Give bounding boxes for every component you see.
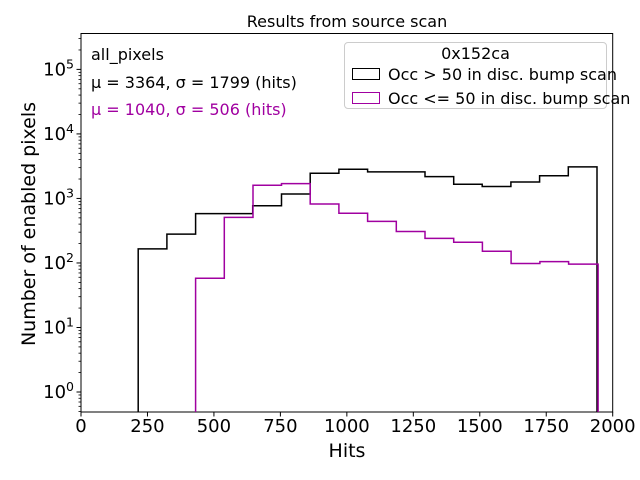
legend-label-occ-low: Occ <= 50 in disc. bump scan (388, 88, 631, 108)
svg-text:250: 250 (130, 416, 164, 437)
svg-text:1500: 1500 (457, 416, 503, 437)
annotation-stats-occ-low: μ = 1040, σ = 506 (hits) (91, 100, 287, 119)
svg-text:1000: 1000 (324, 416, 370, 437)
svg-text:0: 0 (75, 416, 86, 437)
legend-entry-occ-high: Occ > 50 in disc. bump scan (345, 62, 617, 86)
svg-text:500: 500 (197, 416, 231, 437)
svg-text:1250: 1250 (390, 416, 436, 437)
svg-text:104: 104 (43, 121, 74, 145)
chart-title: Results from source scan (246, 12, 448, 31)
legend-swatch-occ-high-icon (352, 68, 380, 80)
svg-text:102: 102 (43, 250, 74, 274)
svg-text:750: 750 (263, 416, 297, 437)
svg-text:2000: 2000 (590, 416, 636, 437)
annotation-stats-occ-high: μ = 3364, σ = 1799 (hits) (91, 72, 297, 92)
legend-swatch-occ-low-icon (352, 92, 380, 104)
legend-label-occ-high: Occ > 50 in disc. bump scan (388, 64, 617, 84)
annotation-dataset-name: all_pixels (91, 45, 164, 64)
svg-text:100: 100 (43, 379, 74, 403)
x-axis-label: Hits (328, 440, 366, 462)
svg-text:1750: 1750 (523, 416, 569, 437)
svg-text:103: 103 (43, 185, 74, 209)
legend-entry-occ-low: Occ <= 50 in disc. bump scan (345, 86, 630, 110)
svg-text:101: 101 (43, 314, 74, 338)
y-axis-label: Number of enabled pixels (18, 101, 40, 347)
legend: 0x152ca Occ > 50 in disc. bump scan Occ … (344, 42, 630, 110)
legend-title: 0x152ca (441, 44, 510, 63)
stats-annotation: all_pixels μ = 3364, σ = 1799 (hits) μ =… (91, 41, 297, 124)
svg-text:105: 105 (43, 56, 74, 80)
